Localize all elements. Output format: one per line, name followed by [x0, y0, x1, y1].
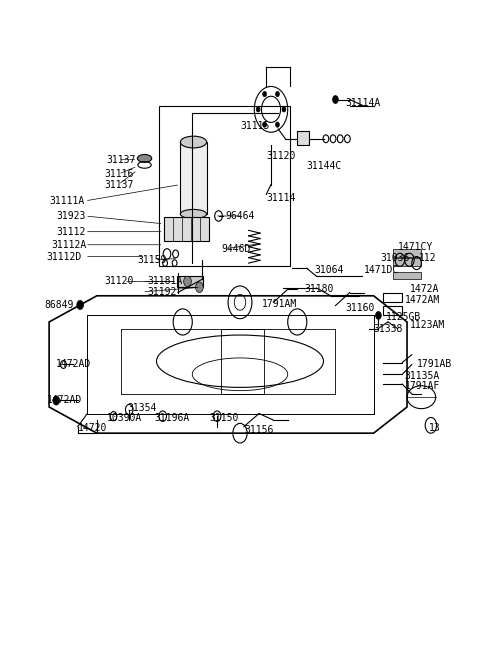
Bar	[393, 271, 421, 279]
Text: 31112A: 31112A	[51, 240, 87, 250]
Bar	[159, 106, 290, 266]
Bar	[164, 217, 209, 242]
Text: 1471DC: 1471DC	[364, 265, 399, 275]
Circle shape	[263, 91, 266, 97]
Text: 1471CY: 1471CY	[397, 242, 433, 252]
Text: 31135A: 31135A	[405, 371, 440, 380]
Text: 31116: 31116	[104, 169, 133, 179]
Text: 31112: 31112	[56, 227, 85, 237]
Text: 1472AD: 1472AD	[56, 359, 92, 369]
Text: 31159: 31159	[137, 255, 167, 265]
Text: 31196A: 31196A	[154, 413, 189, 423]
Text: 31114A: 31114A	[345, 98, 380, 108]
Text: 31156: 31156	[245, 425, 274, 435]
Text: 31120: 31120	[104, 277, 133, 286]
Circle shape	[375, 311, 381, 319]
Text: 31181A: 31181A	[147, 277, 182, 286]
Text: 86849: 86849	[44, 300, 74, 310]
Text: 1123AM: 1123AM	[409, 320, 444, 330]
Text: 31180: 31180	[304, 284, 334, 294]
Text: 31160: 31160	[345, 303, 374, 313]
Text: 31150: 31150	[209, 413, 239, 423]
Text: 31144C: 31144C	[307, 161, 342, 171]
Bar	[383, 292, 402, 302]
Text: 10390A: 10390A	[107, 413, 142, 423]
Text: 1472A: 1472A	[409, 284, 439, 294]
Text: 31192: 31192	[147, 287, 176, 297]
Text: 9446D: 9446D	[221, 244, 250, 254]
Text: 31354: 31354	[128, 403, 157, 413]
Bar	[177, 275, 203, 287]
Text: 1125GB: 1125GB	[385, 311, 421, 322]
Bar	[393, 258, 421, 266]
Text: 13: 13	[429, 423, 440, 433]
Text: 1472AM: 1472AM	[405, 296, 440, 306]
Text: 1791AM: 1791AM	[262, 300, 297, 309]
Bar	[393, 249, 421, 256]
Circle shape	[184, 276, 192, 286]
Text: 1472AD: 1472AD	[47, 396, 82, 405]
Bar	[180, 142, 206, 214]
Circle shape	[276, 122, 279, 127]
Circle shape	[276, 91, 279, 97]
Text: 31036: 31036	[381, 253, 410, 263]
Text: 31111A: 31111A	[49, 196, 84, 206]
Ellipse shape	[180, 210, 206, 219]
Text: 31120: 31120	[266, 152, 296, 162]
Circle shape	[333, 96, 338, 103]
Bar	[383, 306, 402, 315]
Text: 112: 112	[419, 253, 437, 263]
Text: 1791AF: 1791AF	[405, 381, 440, 391]
Circle shape	[256, 106, 260, 112]
Text: 1791AB: 1791AB	[417, 359, 452, 369]
Bar	[297, 131, 309, 145]
Text: 31064: 31064	[314, 265, 343, 275]
Text: 31137: 31137	[107, 154, 136, 165]
Circle shape	[53, 396, 60, 405]
Text: 31112D: 31112D	[47, 252, 82, 261]
Text: 31137: 31137	[104, 179, 133, 190]
Text: 31338: 31338	[373, 323, 403, 334]
Circle shape	[282, 106, 286, 112]
Text: 14720: 14720	[78, 423, 107, 433]
Text: 31923: 31923	[56, 211, 85, 221]
Circle shape	[77, 300, 84, 309]
Circle shape	[263, 122, 266, 127]
Circle shape	[196, 282, 203, 292]
Text: 31115: 31115	[240, 121, 269, 131]
Ellipse shape	[137, 154, 152, 162]
Ellipse shape	[180, 136, 206, 148]
Text: 96464: 96464	[226, 211, 255, 221]
Text: 31114: 31114	[266, 193, 296, 202]
